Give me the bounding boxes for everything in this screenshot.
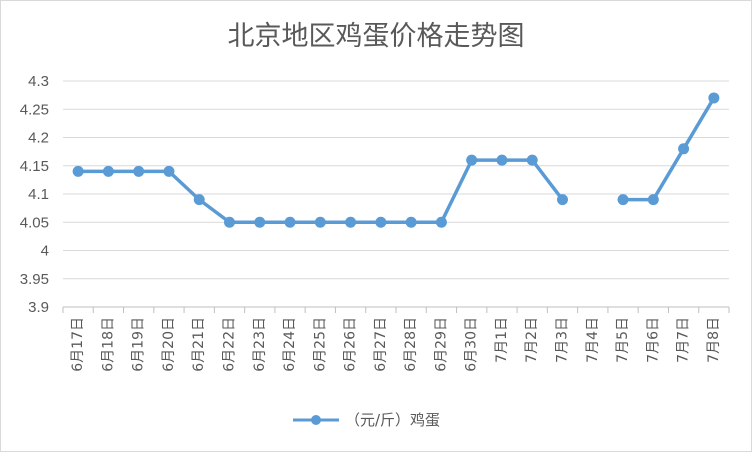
x-tick-label: 6月26日 bbox=[343, 317, 359, 372]
data-point bbox=[405, 216, 417, 228]
x-tick-label: 7月2日 bbox=[524, 317, 540, 363]
x-axis-tick-labels: 6月17日 6月18日 6月19日 6月20日 6月21日 6月22日 6月23日 6月24日… bbox=[70, 317, 722, 372]
x-tick-label: 7月8日 bbox=[706, 317, 722, 363]
data-point bbox=[466, 154, 478, 166]
data-point bbox=[345, 216, 357, 228]
x-tick-label: 6月20日 bbox=[161, 317, 177, 372]
x-tick-label: 7月7日 bbox=[676, 317, 692, 363]
x-tick-label: 6月17日 bbox=[70, 317, 86, 372]
gridlines bbox=[63, 80, 729, 308]
data-point bbox=[72, 165, 84, 177]
x-tick-label: 7月6日 bbox=[645, 317, 661, 363]
x-tick-label: 6月24日 bbox=[282, 317, 298, 372]
x-tick-label: 7月5日 bbox=[615, 317, 631, 363]
legend-marker-swatch bbox=[311, 415, 321, 425]
y-tick-label: 4.15 bbox=[20, 158, 49, 175]
x-tick-label: 6月21日 bbox=[191, 317, 207, 372]
data-point bbox=[254, 216, 266, 228]
data-point bbox=[314, 216, 326, 228]
series-layer bbox=[72, 92, 720, 228]
legend: （元/斤）鸡蛋 bbox=[293, 411, 440, 429]
series-line bbox=[76, 96, 716, 224]
data-point bbox=[678, 143, 690, 155]
axes bbox=[62, 306, 730, 313]
y-tick-label: 4.25 bbox=[20, 101, 49, 118]
y-tick-label: 4 bbox=[41, 243, 49, 260]
x-tick-label: 6月18日 bbox=[100, 317, 116, 372]
data-point bbox=[102, 165, 114, 177]
x-tick-label: 7月3日 bbox=[555, 317, 571, 363]
data-point bbox=[557, 194, 568, 206]
data-point bbox=[496, 154, 508, 166]
data-point bbox=[617, 194, 629, 206]
y-tick-label: 4.1 bbox=[28, 186, 49, 203]
y-tick-label: 3.9 bbox=[28, 299, 49, 316]
data-point bbox=[193, 194, 205, 206]
legend-label: （元/斤）鸡蛋 bbox=[345, 411, 440, 429]
x-tick-label: 6月19日 bbox=[131, 317, 147, 372]
data-point bbox=[133, 165, 145, 177]
y-tick-label: 4.05 bbox=[20, 214, 49, 231]
chart-title: 北京地区鸡蛋价格走势图 bbox=[228, 21, 525, 52]
x-tick-label: 6月28日 bbox=[403, 317, 419, 372]
y-tick-label: 4.3 bbox=[28, 73, 49, 90]
data-point bbox=[375, 216, 387, 228]
x-tick-label: 6月25日 bbox=[312, 317, 328, 372]
data-point bbox=[224, 216, 235, 228]
data-point bbox=[708, 92, 720, 104]
data-point bbox=[647, 194, 659, 206]
data-point bbox=[435, 216, 447, 228]
y-tick-label: 3.95 bbox=[20, 271, 49, 288]
x-tick-label: 6月22日 bbox=[222, 317, 238, 372]
y-axis-tick-labels: 3.9 3.95 4 4.05 4.1 4.15 4.2 4.25 4.3 bbox=[20, 73, 49, 316]
data-point bbox=[526, 154, 538, 166]
x-tick-label: 6月23日 bbox=[252, 317, 268, 372]
x-tick-label: 6月30日 bbox=[464, 317, 480, 372]
x-tick-label: 6月29日 bbox=[433, 317, 449, 372]
data-point bbox=[163, 165, 175, 177]
y-tick-label: 4.2 bbox=[28, 130, 49, 147]
data-point bbox=[284, 216, 296, 228]
x-tick-label: 7月1日 bbox=[494, 317, 510, 363]
x-tick-label: 7月4日 bbox=[585, 317, 601, 363]
x-tick-label: 6月27日 bbox=[373, 317, 389, 372]
